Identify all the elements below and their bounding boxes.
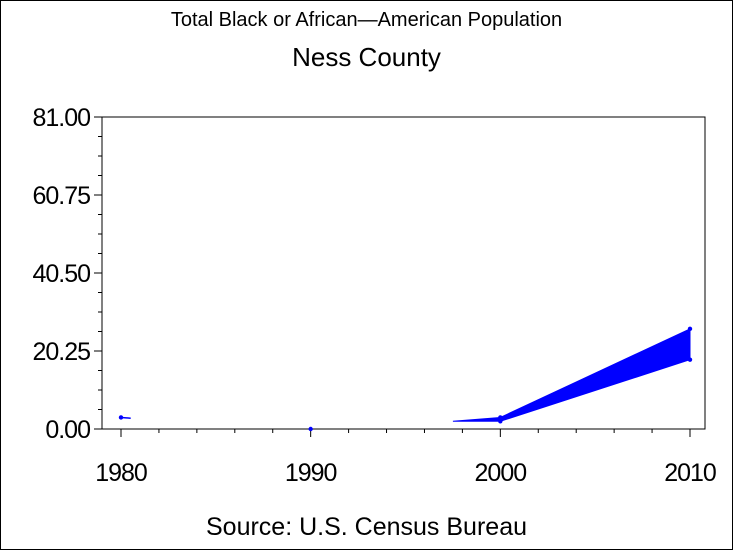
y-tick-label: 0.00: [45, 416, 90, 444]
y-tick-label: 20.25: [32, 338, 90, 366]
data-point: [687, 326, 693, 332]
data-point: [687, 357, 693, 362]
data-point: [498, 415, 503, 420]
series-band: [452, 328, 691, 422]
source-note: Source: U.S. Census Bureau: [206, 513, 527, 541]
data-point: [308, 426, 313, 432]
chart-title: Total Black or African—American Populati…: [170, 9, 563, 31]
x-tick-label: 2010: [664, 459, 716, 487]
x-tick-label: 2000: [475, 459, 527, 487]
y-tick-label: 81.00: [32, 104, 90, 132]
x-tick-label: 1980: [95, 459, 147, 487]
y-tick-label: 40.50: [32, 260, 90, 288]
data-point: [498, 419, 503, 424]
data-point: [118, 415, 124, 420]
y-tick-label: 60.75: [32, 182, 90, 210]
chart-subtitle: Ness County: [292, 42, 441, 72]
x-tick-label: 1990: [285, 459, 337, 487]
